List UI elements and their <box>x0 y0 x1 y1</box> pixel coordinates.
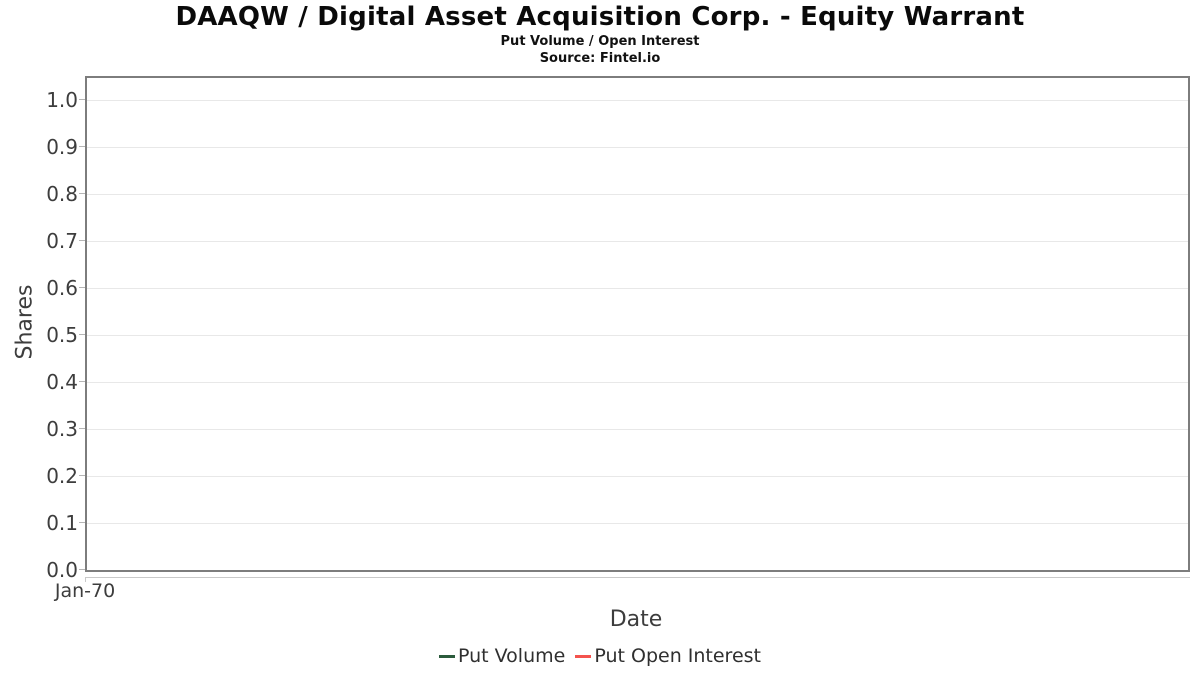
gridline <box>87 241 1188 242</box>
legend: Put Volume Put Open Interest <box>0 645 1200 667</box>
y-tick-mark <box>79 381 85 382</box>
legend-label-put-open-interest: Put Open Interest <box>594 645 761 667</box>
gridline <box>87 476 1188 477</box>
y-tick-label: 0.0 <box>46 558 78 582</box>
y-tick-label: 0.3 <box>46 417 78 441</box>
gridline <box>87 194 1188 195</box>
put-volume-line-swatch <box>439 654 455 658</box>
y-tick-mark <box>79 475 85 476</box>
y-tick-mark <box>79 99 85 100</box>
x-axis-line <box>85 577 1190 578</box>
x-tick-mark <box>85 577 86 582</box>
chart-subtitle: Put Volume / Open Interest <box>500 34 700 49</box>
y-tick-label: 0.4 <box>46 370 78 394</box>
y-tick-mark <box>79 334 85 335</box>
x-axis-title: Date <box>609 607 663 632</box>
y-tick-label: 0.8 <box>46 182 78 206</box>
y-tick-mark <box>79 569 85 570</box>
gridline <box>87 335 1188 336</box>
legend-item-put-open-interest: Put Open Interest <box>575 645 761 667</box>
y-tick-label: 0.2 <box>46 464 78 488</box>
chart-source-note: Source: Fintel.io <box>539 51 661 66</box>
y-tick-mark <box>79 146 85 147</box>
y-tick-label: 0.9 <box>46 135 78 159</box>
y-tick-label: 1.0 <box>46 88 78 112</box>
plot-area <box>85 76 1190 572</box>
y-tick-label: 0.1 <box>46 511 78 535</box>
gridline <box>87 382 1188 383</box>
gridline <box>87 429 1188 430</box>
gridline <box>87 100 1188 101</box>
gridline <box>87 147 1188 148</box>
y-tick-mark <box>79 287 85 288</box>
chart-title: DAAQW / Digital Asset Acquisition Corp. … <box>175 2 1025 32</box>
legend-label-put-volume: Put Volume <box>458 645 566 667</box>
gridline <box>87 523 1188 524</box>
gridline <box>87 288 1188 289</box>
y-axis-title: Shares <box>12 284 38 360</box>
put-open-interest-line-swatch <box>575 654 592 658</box>
y-tick-mark <box>79 240 85 241</box>
y-tick-mark <box>79 428 85 429</box>
y-tick-mark <box>79 522 85 523</box>
x-tick-label: Jan-70 <box>54 580 116 602</box>
y-tick-label: 0.6 <box>46 276 78 300</box>
y-tick-label: 0.5 <box>46 323 78 347</box>
y-tick-label: 0.7 <box>46 229 78 253</box>
legend-item-put-volume: Put Volume <box>439 645 565 667</box>
y-tick-mark <box>79 193 85 194</box>
